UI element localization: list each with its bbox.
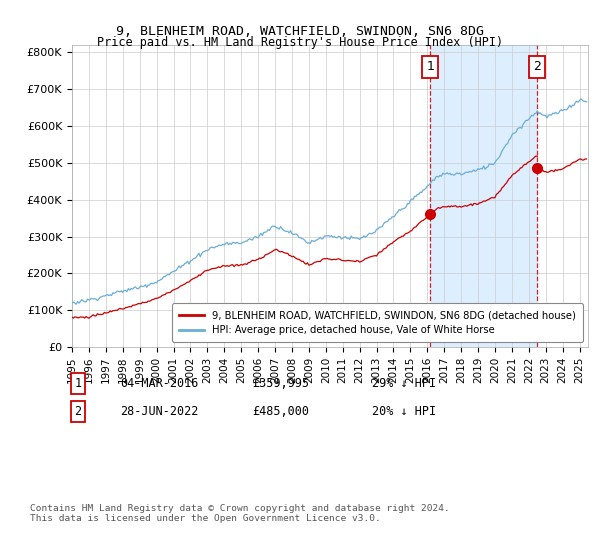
Text: 20% ↓ HPI: 20% ↓ HPI [372,405,436,418]
Text: £485,000: £485,000 [252,405,309,418]
Legend: 9, BLENHEIM ROAD, WATCHFIELD, SWINDON, SN6 8DG (detached house), HPI: Average pr: 9, BLENHEIM ROAD, WATCHFIELD, SWINDON, S… [172,303,583,342]
Text: 9, BLENHEIM ROAD, WATCHFIELD, SWINDON, SN6 8DG: 9, BLENHEIM ROAD, WATCHFIELD, SWINDON, S… [116,25,484,38]
Text: 1: 1 [426,60,434,73]
Text: 2: 2 [74,405,82,418]
Bar [430,45,537,347]
Text: 29% ↓ HPI: 29% ↓ HPI [372,377,436,390]
Text: Contains HM Land Registry data © Crown copyright and database right 2024.
This d: Contains HM Land Registry data © Crown c… [30,504,450,524]
Text: 28-JUN-2022: 28-JUN-2022 [120,405,199,418]
Text: 04-MAR-2016: 04-MAR-2016 [120,377,199,390]
Text: 1: 1 [74,377,82,390]
Text: Price paid vs. HM Land Registry's House Price Index (HPI): Price paid vs. HM Land Registry's House … [97,36,503,49]
Text: £359,995: £359,995 [252,377,309,390]
Text: 2: 2 [533,60,541,73]
